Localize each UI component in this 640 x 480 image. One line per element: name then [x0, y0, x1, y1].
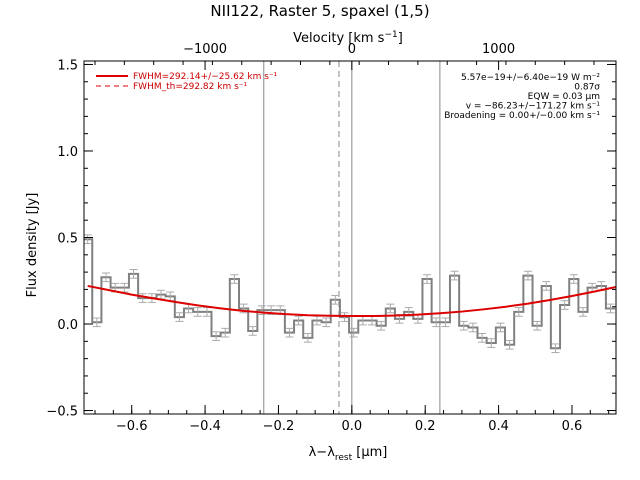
x-tick-label: −0.6 [116, 419, 148, 434]
plot-area [83, 61, 617, 414]
legend-label: FWHM=292.14+/−25.62 km s⁻¹ [133, 72, 278, 82]
y-tick-label: 1.5 [57, 58, 78, 73]
annotation-line: EQW = 0.03 μm [528, 92, 600, 102]
x-tick-label: −0.2 [263, 419, 295, 434]
spectrum-step-line [84, 238, 616, 350]
x-tick-label: 0.4 [488, 419, 509, 434]
annotation-line: v = −86.23+/−171.27 km s⁻¹ [466, 102, 601, 112]
y-tick-label: 0.0 [57, 318, 78, 333]
x-tick-label: 0.2 [415, 419, 436, 434]
top-tick-label: −1000 [183, 42, 227, 57]
y-tick-label: 1.0 [57, 145, 78, 160]
x-tick-label: 0.0 [341, 419, 362, 434]
chart-title: NII122, Raster 5, spaxel (1,5) [210, 2, 429, 20]
axes-frame: −0.6 −0.4 −0.2 0.0 0.2 0.4 0.6 −0.5 0.0 0.5 1.0 1.5… [46, 42, 617, 434]
annotation-line: 5.57e−19+/−6.40e−19 W m⁻² [461, 73, 600, 83]
annotation-line: 0.87σ [574, 83, 600, 93]
x-tick-label: −0.4 [189, 419, 221, 434]
annotation-line: Broadening = 0.00+/−0.00 km s⁻¹ [444, 111, 600, 121]
legend: FWHM=292.14+/−25.62 km s⁻¹FWHM_th=292.82… [96, 72, 278, 92]
x-axis-label: λ−λrest [μm] [309, 445, 388, 463]
y-axis-label: Flux density [Jy] [25, 193, 40, 298]
top-axis-label: Velocity [km s−1] [293, 30, 403, 46]
fit-curve [87, 284, 617, 318]
y-tick-label: −0.5 [46, 405, 78, 420]
y-tick-label: 0.5 [57, 232, 78, 247]
top-tick-label: 0 [348, 42, 356, 57]
legend-label: FWHM_th=292.82 km s⁻¹ [133, 82, 248, 92]
x-tick-label: 0.6 [562, 419, 583, 434]
top-tick-label: 1000 [482, 42, 515, 57]
